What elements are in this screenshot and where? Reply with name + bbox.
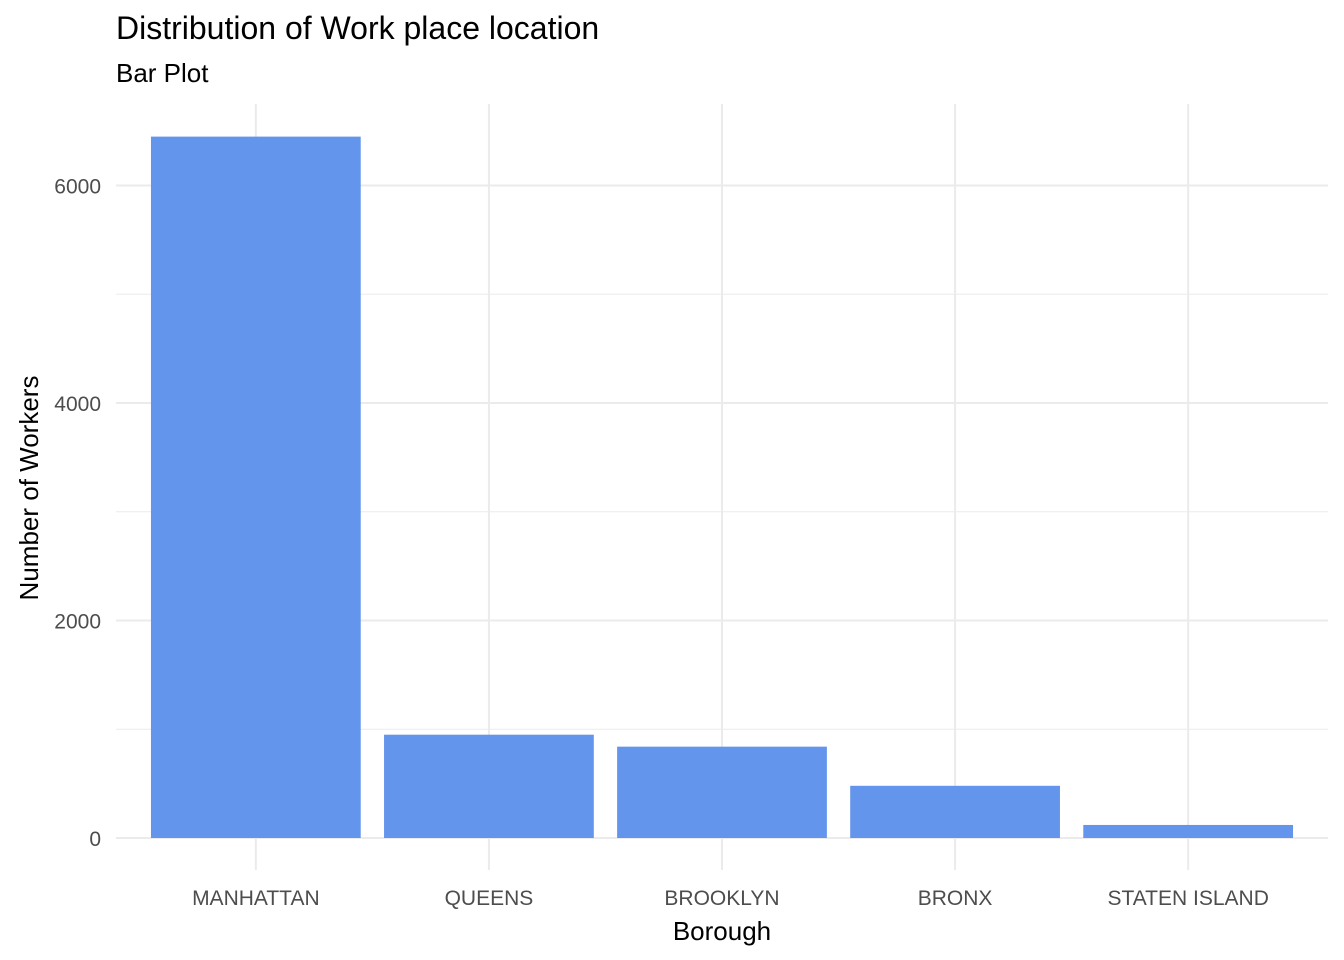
bar-brooklyn [617,746,827,838]
chart-title: Distribution of Work place location [116,10,600,46]
chart-subtitle: Bar Plot [116,58,209,88]
y-tick-label: 2000 [54,611,101,634]
bar-staten-island [1083,824,1294,838]
x-tick-label: BROOKLYN [664,887,779,910]
bar-queens [384,734,594,838]
x-tick-label: QUEENS [445,887,534,910]
x-axis-title: Borough [673,916,771,946]
bar-manhattan [150,136,361,839]
x-tick-label: STATEN ISLAND [1107,887,1268,910]
y-tick-label: 4000 [54,393,101,416]
x-tick-label: MANHATTAN [192,887,320,910]
bar-bronx [850,785,1060,838]
y-tick-label: 0 [89,828,101,851]
y-tick-label: 6000 [54,176,101,199]
y-axis-title: Number of Workers [14,376,44,601]
x-tick-label: BRONX [918,887,993,910]
